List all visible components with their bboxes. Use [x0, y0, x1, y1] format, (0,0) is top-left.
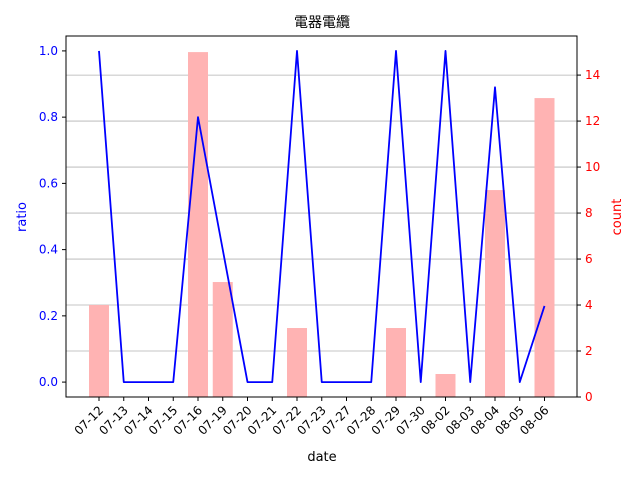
x-axis-label: date: [307, 450, 336, 465]
bar-07-12: [89, 305, 109, 397]
bar-08-02: [435, 374, 456, 397]
left-axis: 0.0 0.2 0.4 0.6 0.8 1.0: [39, 44, 66, 389]
bar-07-22: [287, 328, 307, 397]
right-tick-label: 8: [585, 206, 593, 220]
left-tick-label: 0.0: [39, 375, 58, 389]
right-tick-label: 6: [585, 252, 593, 266]
x-tick-label: 08-06: [517, 403, 552, 438]
right-tick-label: 4: [585, 298, 593, 312]
left-axis-label: ratio: [15, 202, 30, 232]
ratio-line: [98, 50, 546, 384]
right-axis: 0 2 4 6 8 10 12 14: [577, 68, 600, 404]
bar-07-16: [188, 52, 208, 397]
right-tick-label: 10: [585, 160, 600, 174]
right-tick-label: 14: [585, 68, 600, 82]
grid-lines: [66, 74, 577, 352]
right-tick-label: 12: [585, 114, 600, 128]
right-tick-label: 0: [585, 390, 593, 404]
bar-08-06: [534, 98, 555, 398]
left-tick-label: 0.6: [39, 176, 58, 190]
x-axis: 07-1207-1307-1407-1507-1607-1907-2007-21…: [72, 397, 552, 438]
right-axis-label: count: [610, 199, 625, 236]
left-tick-label: 0.4: [39, 243, 58, 257]
left-tick-label: 1.0: [39, 44, 58, 58]
bar-08-04: [485, 190, 505, 397]
line-series: [98, 50, 546, 384]
bar-07-19: [212, 282, 233, 397]
bar-series: [89, 52, 555, 398]
left-tick-label: 0.8: [39, 110, 58, 124]
bar-07-29: [386, 328, 406, 397]
chart-title: 電器電纜: [294, 14, 350, 31]
left-tick-label: 0.2: [39, 309, 58, 323]
right-tick-label: 2: [585, 344, 593, 358]
